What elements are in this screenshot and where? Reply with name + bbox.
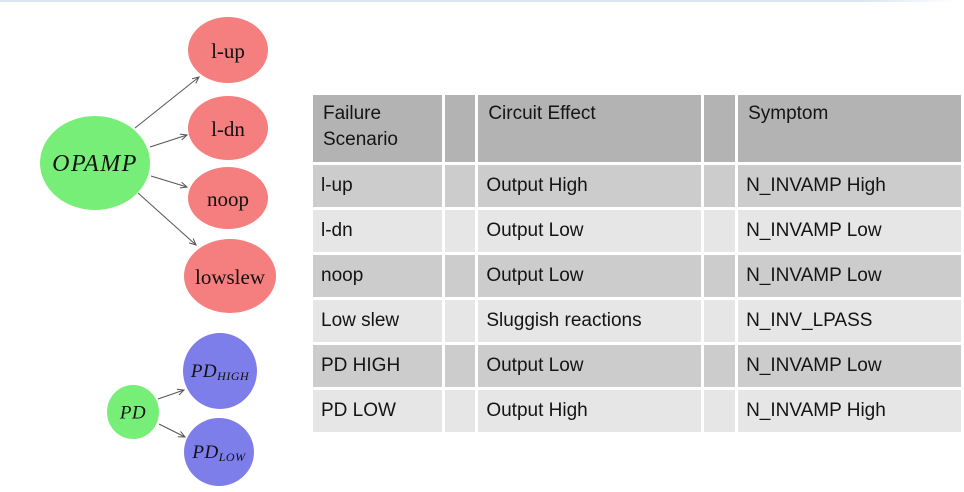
table-row: l-up Output High N_INVAMP High [313, 165, 961, 207]
column-header-failure-scenario: Failure Scenario [313, 95, 442, 162]
cell-symptom: N_INVAMP Low [738, 345, 961, 387]
edge-pd-pdlow [158, 423, 187, 438]
pd-low-main: PD [191, 442, 218, 463]
pd-high-subscript: HIGH [216, 369, 250, 383]
spacer-cell [444, 210, 476, 252]
node-label-l-dn: l-dn [211, 117, 245, 141]
header-spacer-cell-1 [444, 95, 476, 162]
cell-scenario: PD LOW [313, 390, 442, 432]
column-header-symptom: Symptom [738, 95, 961, 162]
spacer-cell [704, 300, 736, 342]
spacer-cell [704, 165, 736, 207]
cell-effect: Output Low [478, 255, 702, 297]
spacer-cell [444, 390, 476, 432]
table-row: Low slew Sluggish reactions N_INV_LPASS [313, 300, 961, 342]
node-opamp [40, 116, 150, 210]
spacer-cell [444, 345, 476, 387]
spacer-cell [704, 345, 736, 387]
cell-effect: Output Low [478, 345, 702, 387]
spacer-cell [444, 255, 476, 297]
node-label-lowslew: lowslew [195, 265, 266, 289]
diagram-edges [134, 76, 200, 438]
fault-tree-diagram: OPAMP l-up l-dn noop lowslew PD PDHIGH P… [40, 17, 276, 486]
pd-high-main: PD [190, 361, 217, 382]
top-window-edge-line [0, 0, 958, 2]
table-row: PD LOW Output High N_INVAMP High [313, 390, 961, 432]
node-label-pd-low: PDLOW [191, 442, 246, 465]
cell-effect: Output High [478, 390, 702, 432]
edge-opamp-l-up [134, 76, 200, 129]
node-noop [188, 167, 268, 229]
edge-opamp-lowslew [137, 192, 197, 246]
node-label-opamp: OPAMP [52, 151, 138, 177]
cell-scenario: noop [313, 255, 442, 297]
table-row: l-dn Output Low N_INVAMP Low [313, 210, 961, 252]
node-l-dn [188, 96, 268, 160]
column-header-circuit-effect: Circuit Effect [478, 95, 702, 162]
spacer-cell [444, 165, 476, 207]
node-pd [107, 385, 159, 439]
header-spacer-cell-2 [704, 95, 736, 162]
cell-symptom: N_INVAMP Low [738, 255, 961, 297]
cell-effect: Sluggish reactions [478, 300, 702, 342]
edge-opamp-noop [150, 175, 189, 189]
node-l-up [188, 17, 268, 83]
cell-symptom: N_INVAMP High [738, 390, 961, 432]
cell-scenario: l-up [313, 165, 442, 207]
node-label-pd-high: PDHIGH [190, 361, 250, 384]
node-label-pd: PD [119, 403, 146, 424]
edge-pd-pdhigh [157, 388, 186, 400]
failure-scenario-table: Failure Scenario Circuit Effect Symptom … [310, 92, 964, 435]
node-label-l-up: l-up [211, 39, 245, 63]
edge-opamp-l-dn [149, 133, 189, 148]
cell-symptom: N_INV_LPASS [738, 300, 961, 342]
cell-scenario: l-dn [313, 210, 442, 252]
table-header-row: Failure Scenario Circuit Effect Symptom [313, 95, 961, 162]
pd-low-subscript: LOW [218, 450, 246, 464]
cell-effect: Output High [478, 165, 702, 207]
node-lowslew [184, 239, 276, 313]
table-row: noop Output Low N_INVAMP Low [313, 255, 961, 297]
spacer-cell [704, 390, 736, 432]
spacer-cell [704, 210, 736, 252]
cell-effect: Output Low [478, 210, 702, 252]
node-pd-high [183, 333, 257, 409]
cell-scenario: PD HIGH [313, 345, 442, 387]
spacer-cell [704, 255, 736, 297]
table-row: PD HIGH Output Low N_INVAMP Low [313, 345, 961, 387]
cell-symptom: N_INVAMP Low [738, 210, 961, 252]
cell-scenario: Low slew [313, 300, 442, 342]
cell-symptom: N_INVAMP High [738, 165, 961, 207]
node-label-noop: noop [207, 187, 249, 211]
node-pd-low [184, 418, 254, 486]
spacer-cell [444, 300, 476, 342]
